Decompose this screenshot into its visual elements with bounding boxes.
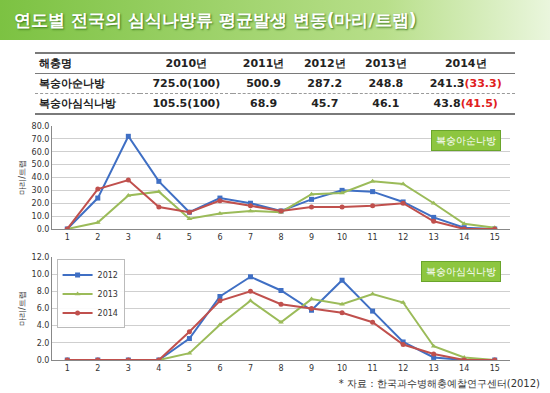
svg-text:12: 12 [398,364,408,373]
svg-text:복숭아심식나방: 복숭아심식나방 [426,266,496,277]
svg-text:20.0: 20.0 [32,199,50,208]
html-text:105.5(100): 105.5(100) [152,97,221,110]
html-text:43.8 (41.5): 43.8 (41.5) [433,97,498,110]
svg-text:4: 4 [156,233,161,242]
svg-text:12: 12 [398,233,408,242]
svg-text:마리/트랩: 마리/트랩 [18,160,27,195]
svg-text:50.0: 50.0 [32,160,50,169]
svg-text:8: 8 [278,233,283,242]
svg-text:5: 5 [187,364,192,373]
svg-text:2: 2 [95,364,100,373]
svg-text:10.0: 10.0 [32,270,50,279]
html-text:248.8: 248.8 [368,77,404,90]
html-text:복숭아심식나방: 복숭아심식나방 [39,97,116,110]
html-text:복숭아순나방: 복숭아순나방 [39,77,105,90]
svg-text:5: 5 [187,233,192,242]
svg-text:13: 13 [429,364,439,373]
svg-text:12.0: 12.0 [32,253,50,262]
svg-text:60.0: 60.0 [32,148,50,157]
svg-text:2014: 2014 [98,309,118,318]
svg-text:2.0: 2.0 [37,339,50,348]
svg-text:3: 3 [126,233,131,242]
svg-text:40.0: 40.0 [32,173,50,182]
html-text:2014년: 2014년 [444,57,487,70]
svg-text:0.0: 0.0 [37,225,50,234]
svg-text:80.0: 80.0 [32,122,50,131]
svg-text:9: 9 [309,364,314,373]
svg-text:0.0: 0.0 [37,356,50,365]
html-text:46.1: 46.1 [372,97,400,110]
svg-text:11: 11 [368,364,378,373]
svg-text:6: 6 [217,364,222,373]
html-text:725.0(100): 725.0(100) [152,77,221,90]
html-text:500.9: 500.9 [246,77,281,90]
svg-text:마리/트랩: 마리/트랩 [18,291,27,326]
html-text:연도별 전국의 심식나방류 평균발생 변동(마리/트랩): 연도별 전국의 심식나방류 평균발생 변동(마리/트랩) [14,10,417,30]
svg-text:15: 15 [490,233,500,242]
svg-text:4.0: 4.0 [37,321,50,330]
html-text:2012년: 2012년 [303,57,346,70]
svg-text:14: 14 [459,364,469,373]
svg-text:복숭아순나방: 복숭아순나방 [436,135,496,146]
svg-text:13: 13 [429,233,439,242]
svg-text:8.0: 8.0 [37,287,50,296]
svg-text:9: 9 [309,233,314,242]
html-text:68.9: 68.9 [250,97,278,110]
svg-text:1: 1 [65,364,70,373]
svg-text:2013: 2013 [98,290,118,299]
svg-text:10: 10 [337,233,347,242]
svg-text:6.0: 6.0 [37,304,50,313]
svg-text:1: 1 [65,233,70,242]
svg-text:10.0: 10.0 [32,212,50,221]
svg-text:14: 14 [459,233,469,242]
svg-text:70.0: 70.0 [32,135,50,144]
svg-text:2012: 2012 [98,271,118,280]
svg-text:2: 2 [95,233,100,242]
svg-text:8: 8 [278,364,283,373]
svg-text:7: 7 [248,364,253,373]
html-text:해충명: 해충명 [39,57,72,70]
svg-text:15: 15 [490,364,500,373]
svg-text:4: 4 [156,364,161,373]
html-text:2013년: 2013년 [365,57,407,70]
html-text:241.3 (33.3): 241.3 (33.3) [429,77,502,90]
svg-text:7: 7 [248,233,253,242]
html-text:45.7: 45.7 [311,97,339,110]
svg-text:6: 6 [217,233,222,242]
svg-text:3: 3 [126,364,131,373]
svg-text:10: 10 [337,364,347,373]
html-text:2010년: 2010년 [165,57,208,70]
html-text:2011년: 2011년 [242,57,285,70]
html-text:* 자료 : 한국과수병해충예찰연구센터(2012): * 자료 : 한국과수병해충예찰연구센터(2012) [338,378,540,389]
svg-text:30.0: 30.0 [32,186,50,195]
svg-text:11: 11 [368,233,378,242]
html-text:287.2: 287.2 [307,77,343,90]
